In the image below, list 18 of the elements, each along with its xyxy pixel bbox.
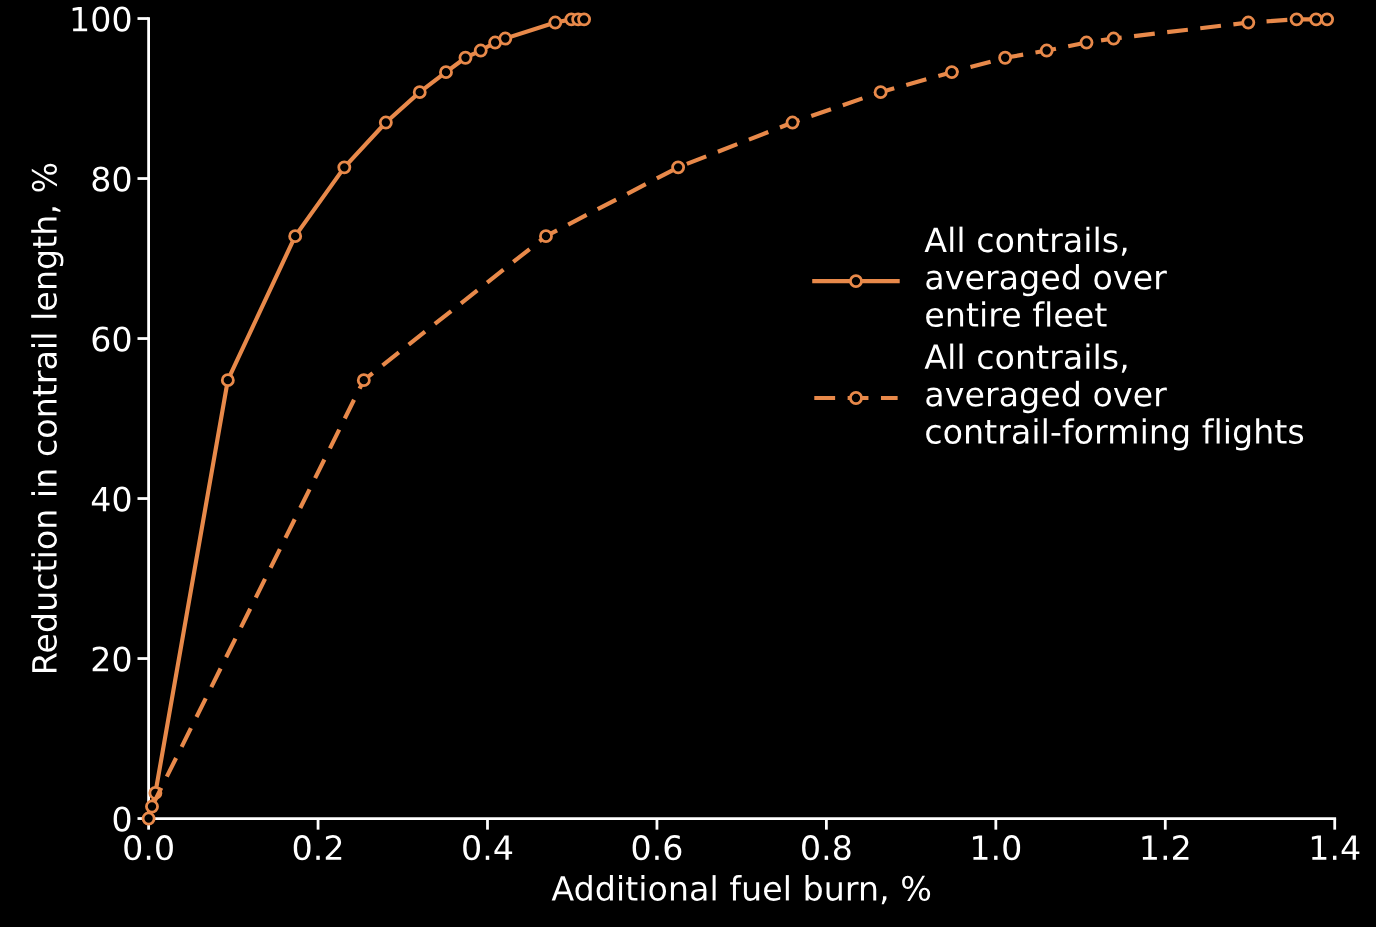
x-tick-label: 1.2 [1142, 835, 1189, 860]
legend-label: All contrails, averaged over entire fleet [924, 226, 1167, 328]
y-tick-label: 20 [92, 646, 131, 672]
x-tick-label: 1.0 [972, 835, 1021, 861]
x-tick-label: 0.8 [802, 835, 851, 861]
y-axis-title: Reduction in contrail length, % [31, 163, 64, 673]
x-tick-label: 0.4 [463, 835, 513, 861]
y-tick-label: 80 [92, 166, 131, 192]
x-tick-label: 0.2 [293, 835, 342, 861]
x-tick-label: 0.0 [124, 835, 173, 861]
y-tick-label: 100 [72, 6, 131, 32]
y-tick-label: 0 [113, 806, 131, 832]
y-tick-label: 60 [92, 326, 131, 352]
x-tick-label: 1.4 [1311, 835, 1360, 860]
legend-label: All contrails, averaged over contrail-forming flights [924, 343, 1304, 451]
x-tick-label: 0.6 [632, 835, 682, 861]
x-axis-title: Additional fuel burn, % [551, 875, 931, 905]
y-tick-label: 40 [91, 486, 131, 512]
